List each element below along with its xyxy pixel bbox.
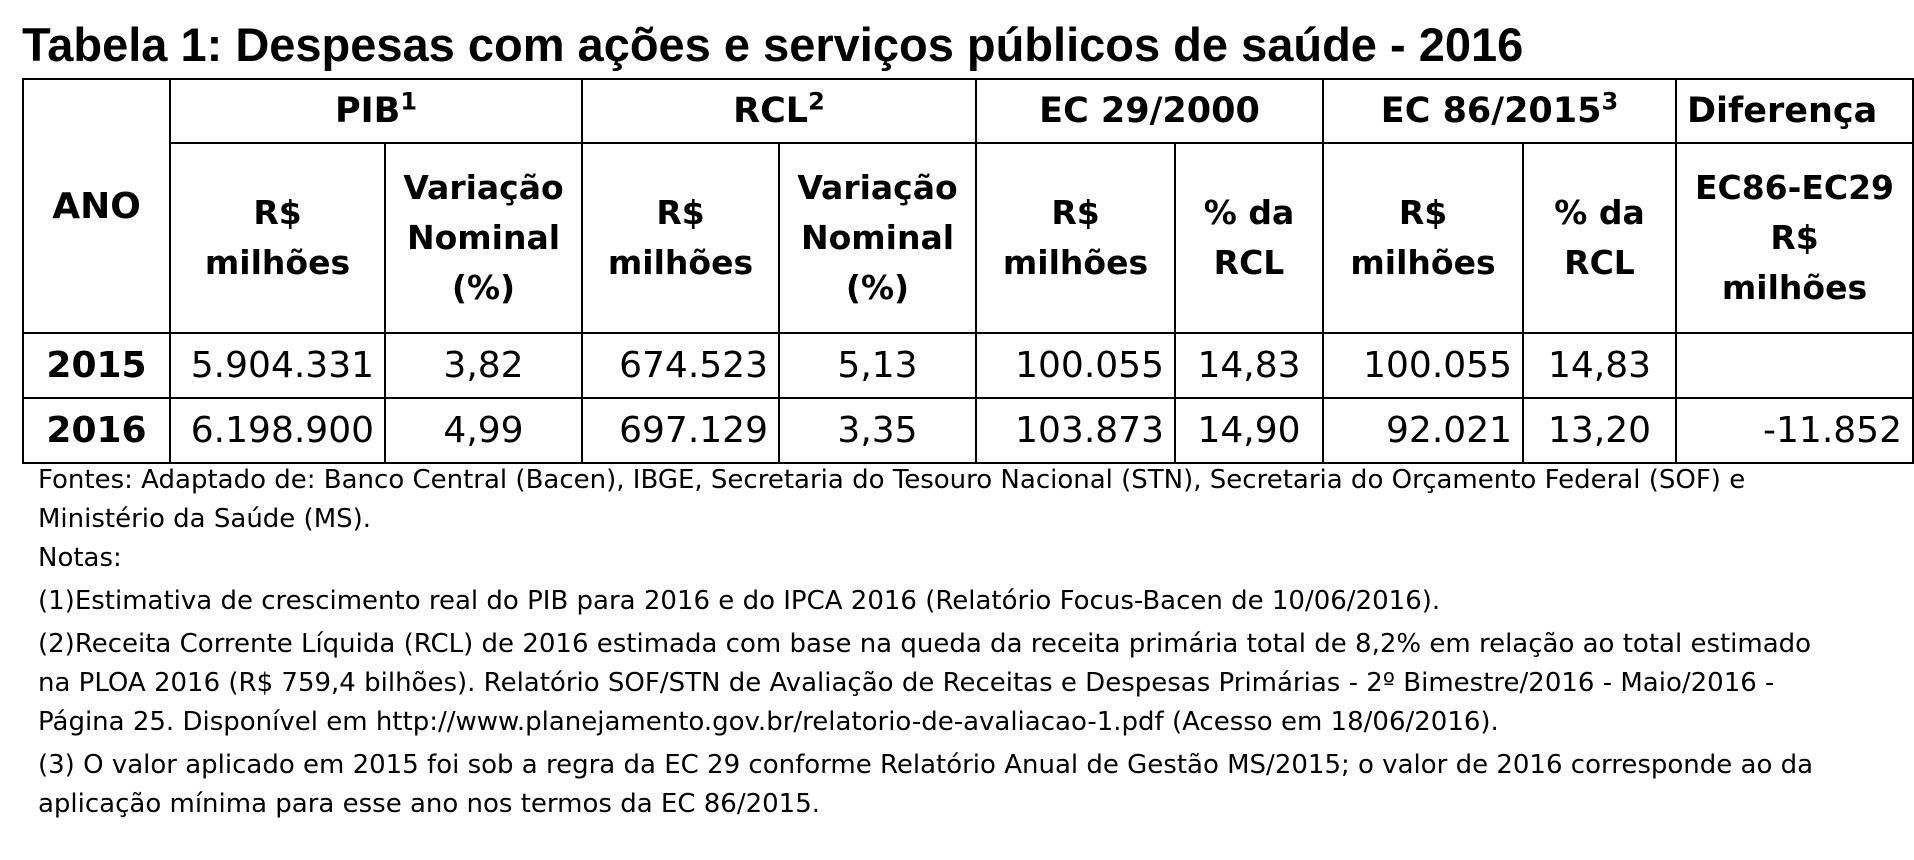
ec86-footnote-mark: 3 <box>1601 87 1619 116</box>
notes-section: Fontes: Adaptado de: Banco Central (Bace… <box>38 461 1898 824</box>
ec29-pct-cell: 14,90 <box>1174 397 1324 464</box>
rcl-variation-header: Variação Nominal (%) <box>778 142 977 334</box>
ano-header: ANO <box>22 78 171 334</box>
group-header-row: ANO PIB1 RCL2 EC 29/2000 EC 86/20153 Dif… <box>22 78 1914 334</box>
health-spending-table: ANO PIB1 RCL2 EC 29/2000 EC 86/20153 Dif… <box>22 78 1914 464</box>
rcl-var-cell: 5,13 <box>778 332 977 399</box>
rcl-footnote-mark: 2 <box>808 87 825 116</box>
ec86-pct-cell: 13,20 <box>1522 397 1677 464</box>
rcl-var-cell: 3,35 <box>778 397 977 464</box>
ec29-pct-header: % da RCL <box>1174 142 1324 334</box>
ec86-pct-header: % da RCL <box>1522 142 1677 334</box>
pib-rs-cell: 5.904.331 <box>169 332 386 399</box>
ec29-group-header: EC 29/2000 <box>975 78 1324 144</box>
sources-line-2: Ministério da Saúde (MS). <box>38 504 372 534</box>
note-3-line-1: (3) O valor aplicado em 2015 foi sob a r… <box>38 750 1814 780</box>
pib-rs-header: R$ milhões <box>169 142 386 334</box>
pib-rs-cell: 6.198.900 <box>169 397 386 464</box>
pib-var-cell: 4,99 <box>384 397 583 464</box>
pib-group-header: PIB1 <box>169 78 583 144</box>
pib-var-cell: 3,82 <box>384 332 583 399</box>
note-2-line-2: na PLOA 2016 (R$ 759,4 bilhões). Relatór… <box>38 668 1775 698</box>
rcl-group-header: RCL2 <box>581 78 977 144</box>
table-row: 2016 6.198.900 4,99 697.129 3,35 103.873… <box>22 397 1914 464</box>
note-2-line-1: (2)Receita Corrente Líquida (RCL) de 201… <box>38 629 1812 659</box>
sub-header-row: R$ milhões Variação Nominal (%) R$ milhões V… <box>23 142 1914 334</box>
ec86-group-header: EC 86/20153 <box>1322 78 1677 144</box>
notes-heading: Notas: <box>38 543 122 573</box>
ec29-rs-cell: 103.873 <box>975 397 1176 464</box>
table-title: Tabela 1: Despesas com ações e serviços … <box>22 18 1524 71</box>
ec29-rs-cell: 100.055 <box>975 332 1176 399</box>
ec86-rs-header: R$ milhões <box>1322 142 1524 334</box>
ec29-pct-cell: 14,83 <box>1174 332 1324 399</box>
rcl-rs-header: R$ milhões <box>581 142 780 334</box>
diff-cell <box>1675 332 1914 399</box>
note-1: (1)Estimativa de crescimento real do PIB… <box>38 586 1441 616</box>
ec86-rs-cell: 100.055 <box>1322 332 1524 399</box>
pib-variation-header: Variação Nominal (%) <box>384 142 583 334</box>
pib-footnote-mark: 1 <box>400 87 418 116</box>
year-cell: 2016 <box>22 397 171 464</box>
year-cell: 2015 <box>22 332 171 399</box>
rcl-rs-cell: 674.523 <box>581 332 780 399</box>
sources-line-1: Fontes: Adaptado de: Banco Central (Bace… <box>38 465 1746 495</box>
ec29-rs-header: R$ milhões <box>975 142 1176 334</box>
diff-rs-header: EC86-EC29 R$ milhões <box>1675 142 1914 334</box>
note-2-line-3: Página 25. Disponível em http://www.plan… <box>38 707 1499 737</box>
rcl-rs-cell: 697.129 <box>581 397 780 464</box>
diff-group-header: Diferença <box>1675 78 1914 144</box>
note-3-line-2: aplicação mínima para esse ano nos termo… <box>38 789 821 819</box>
table-row: 2015 5.904.331 3,82 674.523 5,13 100.055… <box>22 332 1914 399</box>
ec86-pct-cell: 14,83 <box>1522 332 1677 399</box>
ec86-rs-cell: 92.021 <box>1322 397 1524 464</box>
diff-cell: -11.852 <box>1675 397 1914 464</box>
